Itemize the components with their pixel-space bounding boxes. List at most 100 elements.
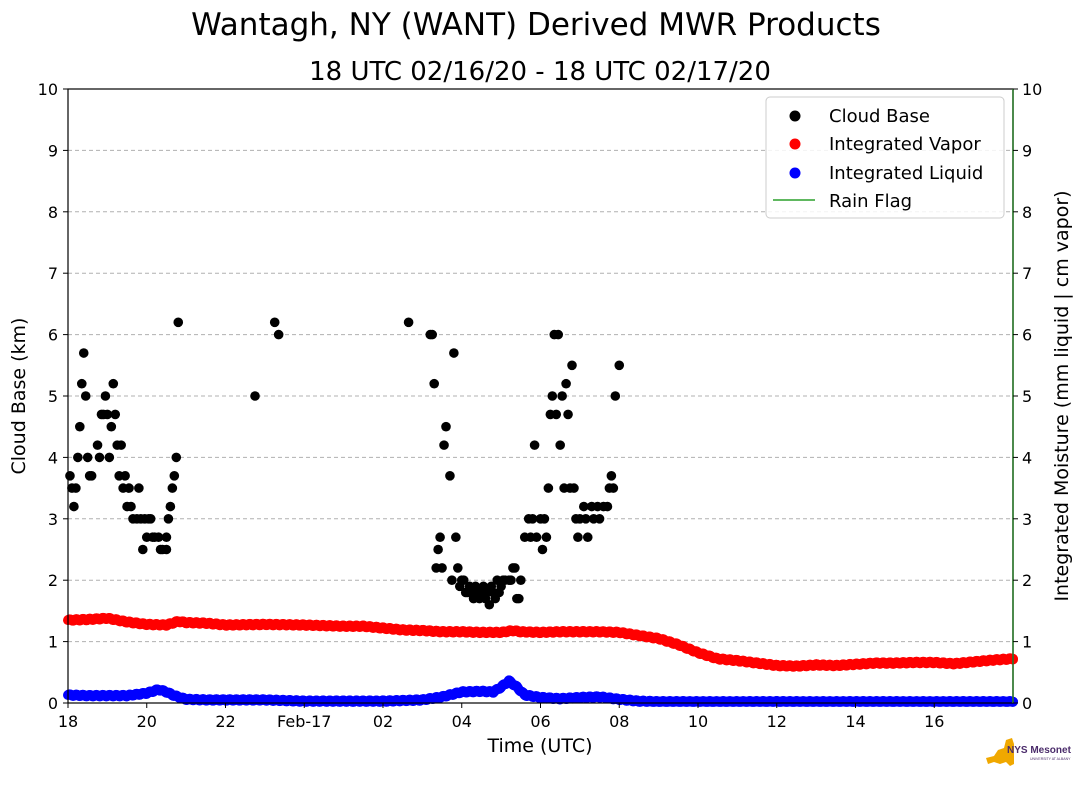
legend-marker-integrated-vapor xyxy=(789,138,801,150)
y-axis-right-label: Integrated Moisture (mm liquid | cm vapo… xyxy=(1051,190,1073,601)
cloud-base-point xyxy=(563,409,573,420)
cloud-base-point xyxy=(171,452,182,463)
cloud-base-point xyxy=(529,440,540,450)
cloud-base-point xyxy=(516,575,526,585)
y-axis-left: 0 1 2 3 4 5 6 7 8 9 10 xyxy=(38,80,68,713)
cloud-base-series xyxy=(65,317,625,610)
cloud-base-point xyxy=(453,563,463,573)
cloud-base-point xyxy=(269,317,280,328)
y-tick-label-left: 7 xyxy=(48,264,58,283)
cloud-base-point xyxy=(510,563,520,573)
cloud-base-point xyxy=(579,501,589,512)
integrated-vapor-series xyxy=(63,612,1018,672)
cloud-base-point xyxy=(134,483,144,493)
x-tick-label: 04 xyxy=(452,712,472,731)
chart-title: Wantagh, NY (WANT) Derived MWR Products xyxy=(191,7,881,43)
nys-mesonet-logo: NYS Mesonet UNIVERSITY AT ALBANY xyxy=(986,738,1072,766)
cloud-base-point xyxy=(161,544,172,555)
x-tick-label: 10 xyxy=(688,712,708,731)
cloud-base-point xyxy=(514,593,524,604)
cloud-base-point xyxy=(437,563,447,573)
cloud-base-point xyxy=(433,544,443,555)
cloud-base-point xyxy=(458,575,469,585)
cloud-base-point xyxy=(163,514,174,524)
cloud-base-point xyxy=(553,329,564,340)
y-tick-label-right: 3 xyxy=(1022,510,1032,529)
cloud-base-point xyxy=(573,532,583,543)
x-tick-label: 20 xyxy=(137,712,157,731)
cloud-base-point xyxy=(539,514,550,524)
y-tick-label-right: 1 xyxy=(1022,633,1032,652)
y-tick-label-right: 9 xyxy=(1022,141,1032,160)
cloud-base-point xyxy=(606,471,617,481)
y-tick-label-left: 4 xyxy=(48,448,58,467)
cloud-base-point xyxy=(169,471,180,481)
cloud-base-point xyxy=(104,452,115,463)
legend-marker-cloud-base xyxy=(789,110,801,122)
cloud-base-point xyxy=(537,544,548,555)
x-tick-label: 02 xyxy=(373,712,393,731)
cloud-base-point xyxy=(506,575,516,585)
cloud-base-point xyxy=(92,440,103,450)
cloud-base-point xyxy=(250,391,260,401)
cloud-base-point xyxy=(75,421,85,432)
cloud-base-point xyxy=(102,409,113,420)
cloud-base-point xyxy=(86,471,97,481)
cloud-base-point xyxy=(551,409,562,420)
y-tick-label-left: 2 xyxy=(48,571,58,590)
cloud-base-point xyxy=(543,483,554,493)
cloud-base-point xyxy=(451,532,461,543)
cloud-base-point xyxy=(567,360,577,371)
cloud-base-point xyxy=(439,440,449,450)
cloud-base-point xyxy=(449,348,459,358)
cloud-base-point xyxy=(153,532,164,543)
cloud-base-point xyxy=(145,514,156,524)
y-tick-label-left: 5 xyxy=(48,387,58,406)
cloud-base-point xyxy=(100,391,111,401)
cloud-base-point xyxy=(561,378,571,389)
logo-wordmark: NYS Mesonet xyxy=(1007,745,1072,756)
cloud-base-point xyxy=(273,329,284,340)
logo-subtext: UNIVERSITY AT ALBANY xyxy=(1030,757,1071,761)
cloud-base-point xyxy=(120,471,130,481)
legend-label-integrated-vapor: Integrated Vapor xyxy=(829,134,981,155)
y-tick-label-right: 4 xyxy=(1022,448,1032,467)
cloud-base-point xyxy=(441,421,451,432)
x-tick-label: Feb-17 xyxy=(277,712,331,731)
x-axis-label: Time (UTC) xyxy=(486,735,592,757)
y-tick-label-right: 6 xyxy=(1022,326,1032,345)
cloud-base-point xyxy=(78,348,89,358)
cloud-base-point xyxy=(429,378,439,389)
y-axis-right: 0 1 2 3 4 5 6 7 8 9 10 xyxy=(1013,80,1042,713)
cloud-base-point xyxy=(71,483,81,493)
cloud-base-point xyxy=(447,575,457,585)
x-tick-label: 16 xyxy=(924,712,944,731)
y-tick-label-right: 10 xyxy=(1022,80,1042,99)
cloud-base-point xyxy=(161,532,172,543)
cloud-base-point xyxy=(165,501,176,512)
cloud-base-point xyxy=(582,532,593,543)
cloud-base-point xyxy=(614,360,625,371)
cloud-base-point xyxy=(108,378,119,389)
cloud-base-point xyxy=(126,501,136,512)
cloud-base-point xyxy=(110,409,121,420)
y-axis-left-label: Cloud Base (km) xyxy=(8,318,30,475)
x-axis: 18 20 22 Feb-17 02 04 06 08 10 12 14 16 xyxy=(58,703,944,731)
cloud-base-point xyxy=(138,544,148,555)
x-tick-label: 08 xyxy=(609,712,629,731)
legend-label-rain-flag: Rain Flag xyxy=(829,191,912,212)
cloud-base-point xyxy=(80,391,91,401)
cloud-base-point xyxy=(403,317,414,328)
y-tick-label-left: 9 xyxy=(48,141,58,160)
cloud-base-point xyxy=(435,532,445,543)
cloud-base-point xyxy=(116,440,126,450)
cloud-base-point xyxy=(94,452,105,463)
cloud-base-point xyxy=(557,391,567,401)
cloud-base-point xyxy=(580,514,591,524)
legend-label-cloud-base: Cloud Base xyxy=(829,106,930,127)
legend-label-integrated-liquid: Integrated Liquid xyxy=(829,163,983,184)
x-tick-label: 06 xyxy=(530,712,550,731)
cloud-base-point xyxy=(69,501,79,512)
cloud-base-point xyxy=(531,532,542,543)
